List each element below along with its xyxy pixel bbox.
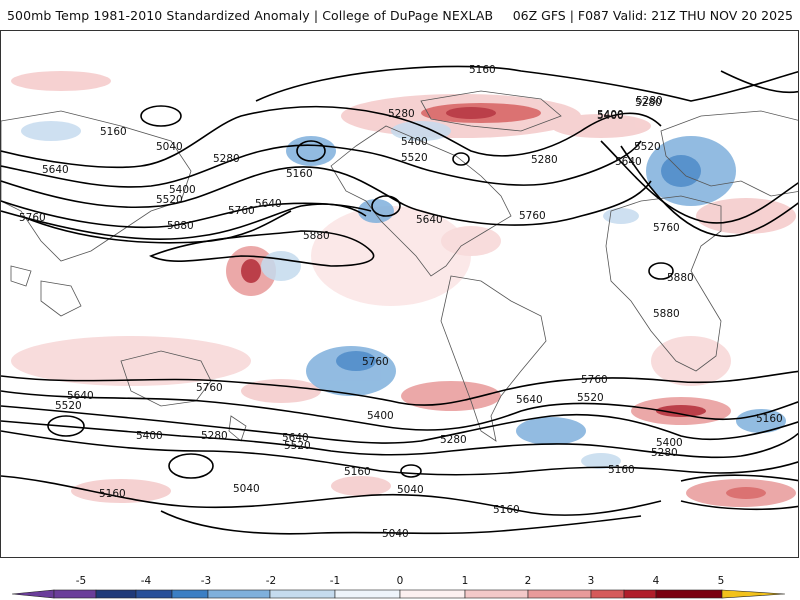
colorbar-tick-label: -2	[265, 575, 277, 587]
colorbar-segment	[95, 589, 137, 599]
contour-label: 5520	[284, 440, 311, 452]
contour-label: 5160	[344, 466, 371, 478]
contour-label: 5400	[136, 430, 163, 442]
colorbar-segment	[207, 589, 271, 599]
contour-label: 5160	[100, 126, 127, 138]
contour-label: 5280	[651, 447, 678, 459]
contour-label: 5880	[167, 220, 194, 232]
contour-label: 5760	[653, 222, 680, 234]
colorbar-segment	[655, 589, 723, 599]
contour-label: 5280	[440, 434, 467, 446]
model-run-info: 06Z GFS | F087 Valid: 21Z THU NOV 20 202…	[512, 8, 793, 23]
colorbar-end-warm	[721, 589, 786, 599]
contour-label: 5160	[608, 464, 635, 476]
contour-label: 5880	[303, 230, 330, 242]
contour-label: 5640	[42, 164, 69, 176]
colorbar-svg	[11, 589, 786, 599]
contour-label: 5520	[634, 141, 661, 153]
contour-label: 5040	[156, 141, 183, 153]
header: 500mb Temp 1981-2010 Standardized Anomal…	[0, 0, 800, 30]
contour-label: 5280	[213, 153, 240, 165]
colorbar-tick-label: -5	[75, 575, 87, 587]
contour-label: 5640	[516, 394, 543, 406]
contour-label: 5280	[531, 154, 558, 166]
contour-label: 5760	[362, 356, 389, 368]
colorbar-segment	[334, 589, 401, 599]
contour-label: 5520	[401, 152, 428, 164]
contour-label: 5040	[382, 528, 409, 540]
colorbar-segment	[527, 589, 592, 599]
contour-label: 5760	[196, 382, 223, 394]
colorbar-segment	[53, 589, 97, 599]
colorbar-legend: -5 -4 -3 -2 -1 0 1 2 3 4 5	[0, 568, 800, 600]
contour-label: 5880	[653, 308, 680, 320]
map-svg: 5160 5280 5400 5160 5040 5280 5640 5400 …	[1, 64, 798, 540]
colorbar-tick-label: 5	[717, 575, 725, 587]
contour-label: 5160	[99, 488, 126, 500]
height-contours	[1, 65, 798, 535]
colorbar-segment	[623, 589, 657, 599]
contour-label: 5400	[367, 410, 394, 422]
coastlines	[1, 90, 798, 442]
contour-label: 5640	[255, 198, 282, 210]
contour-label: 5760	[519, 210, 546, 222]
colorbar-tick-label: 3	[587, 575, 595, 587]
contour-label: 5640	[67, 390, 94, 402]
contour-label: 5280	[388, 108, 415, 120]
contour-label: 5640	[416, 214, 443, 226]
colorbar-tick-label: -1	[329, 575, 341, 587]
contour-label: 5160	[493, 504, 520, 516]
contour-label: 5280	[201, 430, 228, 442]
cold-anomaly-shading	[21, 121, 786, 469]
colorbar-tick-label: 0	[396, 575, 404, 587]
warm-anomaly-shading	[11, 71, 796, 507]
contour-label: 5760	[228, 205, 255, 217]
colorbar-tick-label: -4	[140, 575, 152, 587]
contour-label: 5400	[656, 437, 683, 449]
contour-label: 5160	[469, 64, 496, 76]
colorbar-segment	[171, 589, 209, 599]
colorbar-segment	[464, 589, 529, 599]
colorbar-segment	[135, 589, 173, 599]
contour-label: 5160	[756, 413, 783, 425]
contour-label: 5520	[156, 194, 183, 206]
colorbar-segment	[269, 589, 336, 599]
contour-label: 5400	[169, 184, 196, 196]
contour-label: 5760	[581, 374, 608, 386]
colorbar-tick-label: 1	[461, 575, 469, 587]
map-panel[interactable]: 5160 5280 5400 5160 5040 5280 5640 5400 …	[0, 30, 799, 558]
contour-label: 5880	[667, 272, 694, 284]
contour-labels: 5160 5280 5400 5160 5040 5280 5640 5400 …	[19, 64, 783, 540]
map-title: 500mb Temp 1981-2010 Standardized Anomal…	[7, 8, 494, 23]
colorbar-segment	[399, 589, 466, 599]
colorbar-segment	[590, 589, 625, 599]
contour-label: 5760	[19, 212, 46, 224]
colorbar-tick-label: 4	[652, 575, 660, 587]
contour-label: 5520	[577, 392, 604, 404]
colorbar-end-cold	[11, 589, 55, 599]
contour-label: 5640	[282, 432, 309, 444]
contour-label: 5400	[597, 109, 624, 121]
contour-label: 5280	[635, 97, 662, 109]
contour-label: 5400	[401, 136, 428, 148]
contour-label: 5520	[55, 400, 82, 412]
contour-label: 5400	[597, 110, 624, 122]
colorbar-tick-label: -3	[200, 575, 212, 587]
colorbar-tick-label: 2	[524, 575, 532, 587]
contour-label: 5280	[636, 95, 663, 107]
contour-label: 5640	[615, 156, 642, 168]
contour-label: 5040	[233, 483, 260, 495]
contour-label: 5040	[397, 484, 424, 496]
contour-label: 5160	[286, 168, 313, 180]
